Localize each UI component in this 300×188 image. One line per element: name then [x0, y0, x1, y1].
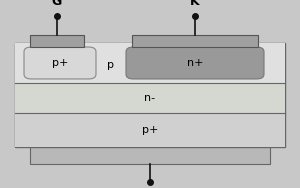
- Text: p: p: [107, 60, 115, 70]
- Text: G: G: [52, 0, 62, 8]
- Bar: [15, 43, 285, 147]
- Text: p+: p+: [52, 58, 68, 68]
- Bar: [132, 35, 258, 47]
- FancyBboxPatch shape: [24, 47, 96, 79]
- Bar: [15, 113, 285, 147]
- Text: n-: n-: [144, 93, 156, 103]
- Text: p+: p+: [142, 125, 158, 135]
- Bar: [30, 145, 270, 164]
- Bar: [30, 35, 84, 47]
- Bar: [15, 43, 285, 83]
- FancyBboxPatch shape: [126, 47, 264, 79]
- Text: n+: n+: [187, 58, 203, 68]
- Bar: [15, 83, 285, 113]
- Text: K: K: [190, 0, 200, 8]
